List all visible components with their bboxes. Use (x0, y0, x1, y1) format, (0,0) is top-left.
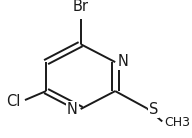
Text: Cl: Cl (6, 94, 20, 109)
Text: Br: Br (73, 0, 89, 14)
Text: S: S (149, 102, 158, 116)
Text: N: N (118, 54, 129, 69)
Text: N: N (67, 102, 78, 117)
Text: CH3: CH3 (164, 116, 190, 129)
